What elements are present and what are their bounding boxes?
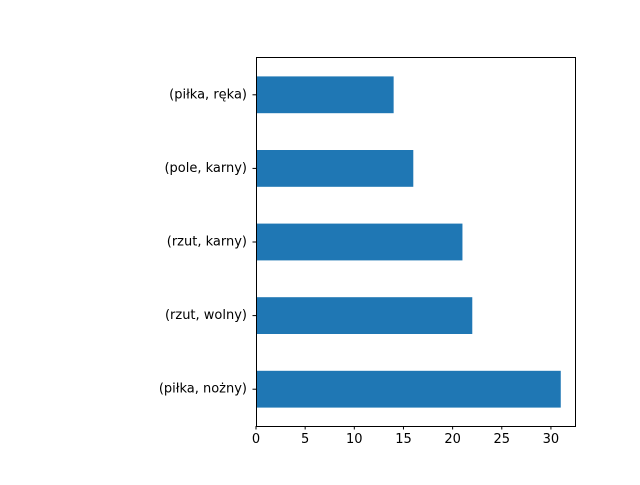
x-tick-label: 10	[346, 432, 363, 447]
y-tick-label: (rzut, wolny)	[165, 308, 247, 323]
bar	[256, 76, 394, 114]
x-tick-label: 25	[494, 432, 511, 447]
x-tick-label: 15	[395, 432, 412, 447]
x-tick-label: 0	[252, 432, 260, 447]
x-axis-ticks: 0 5 10 15 20 25 30	[252, 426, 559, 447]
x-tick-label: 30	[543, 432, 560, 447]
bar	[256, 150, 414, 187]
axes-frame	[256, 57, 576, 427]
y-tick-label: (pole, karny)	[164, 161, 247, 176]
y-tick-label: (rzut, karny)	[167, 235, 247, 250]
x-tick-label: 5	[301, 432, 309, 447]
bar	[256, 297, 473, 334]
y-tick-label: (piłka, ręka)	[169, 87, 247, 102]
y-tick-label: (piłka, nożny)	[159, 382, 247, 397]
y-axis-ticks: (piłka, nożny) (rzut, wolny) (rzut, karny)…	[159, 87, 256, 397]
bar	[256, 223, 463, 261]
bars-group	[256, 76, 561, 408]
x-tick-label: 20	[444, 432, 461, 447]
bar	[256, 370, 561, 408]
